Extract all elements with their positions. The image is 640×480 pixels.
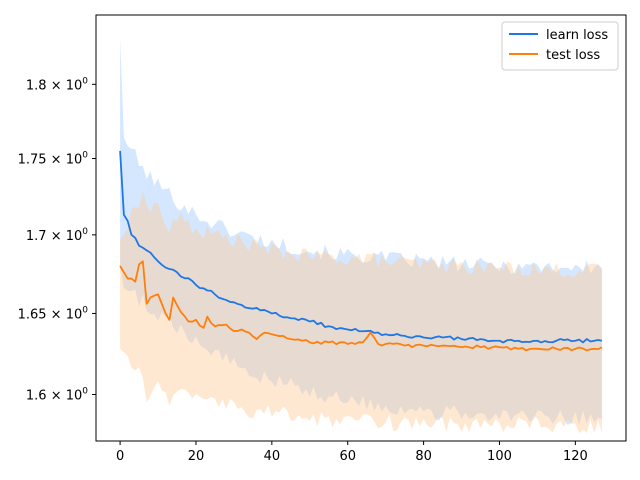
y-tick-label: 1.8 × 100 — [26, 76, 88, 93]
line-test-loss — [119, 260, 603, 352]
y-tick-label: 1.7 × 100 — [26, 227, 88, 244]
band-test-loss — [120, 191, 602, 434]
legend-test-loss-label: test loss — [546, 48, 600, 63]
legend-learn-loss-label: learn loss — [546, 28, 608, 43]
series-lines — [119, 150, 603, 352]
band-learn-loss — [120, 37, 602, 426]
line-learn-loss — [119, 150, 603, 344]
y-tick-label: 1.65 × 100 — [18, 305, 89, 322]
legend: learn loss test loss — [501, 21, 619, 71]
confidence-bands — [120, 37, 602, 434]
x-tick-label: 100 — [487, 449, 512, 464]
x-tick-label: 0 — [116, 449, 124, 464]
y-tick-label: 1.75 × 100 — [18, 151, 89, 168]
y-axis: 1.6 × 100 1.65 × 100 1.7 × 100 1.75 × 100 1.… — [18, 76, 96, 404]
x-tick-label: 60 — [339, 449, 356, 464]
x-axis: 0 20 40 60 80 100 120 — [116, 441, 588, 464]
x-tick-label: 120 — [563, 449, 588, 464]
y-tick-label: 1.6 × 100 — [26, 387, 88, 404]
plot-frame — [95, 14, 627, 442]
x-tick-label: 20 — [188, 449, 205, 464]
x-tick-label: 80 — [415, 449, 432, 464]
x-tick-label: 40 — [264, 449, 281, 464]
